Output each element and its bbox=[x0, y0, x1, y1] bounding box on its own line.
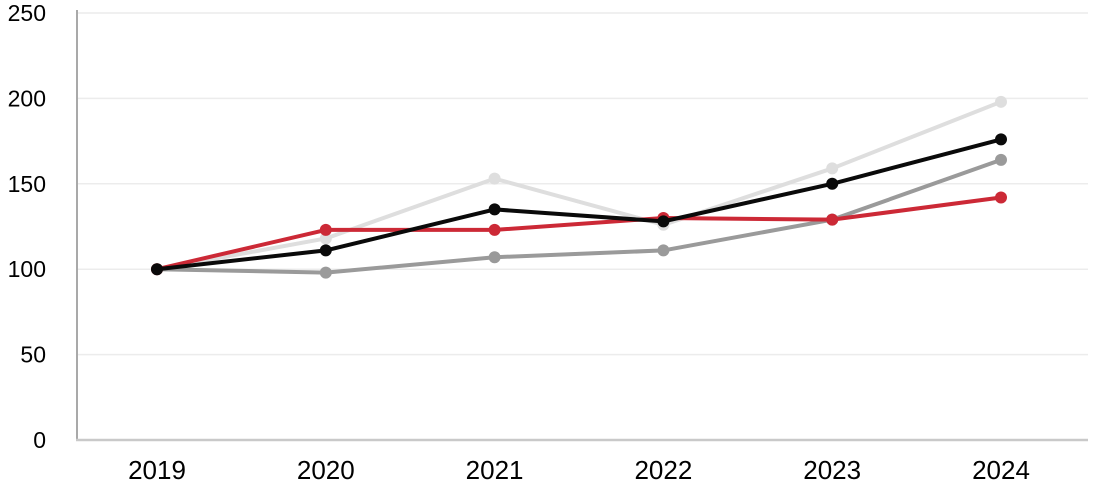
light-gray-series-point-2020 bbox=[319, 232, 332, 245]
black-series-line bbox=[155, 137, 1003, 272]
light-gray-series-point-2021 bbox=[488, 172, 501, 185]
red-series-line bbox=[155, 195, 1003, 272]
x-tick-label: 2022 bbox=[634, 455, 692, 485]
y-tick-label: 250 bbox=[8, 0, 46, 26]
red-series-point-2020 bbox=[319, 223, 332, 236]
black-series-point-2020 bbox=[319, 244, 332, 257]
light-gray-series-point-2023 bbox=[826, 162, 839, 175]
light-gray-series-line bbox=[155, 99, 1003, 272]
light-gray-series-point-2024 bbox=[995, 95, 1007, 108]
black-series-point-2024 bbox=[995, 133, 1007, 146]
black-series-point-2023 bbox=[826, 177, 839, 190]
y-tick-label: 50 bbox=[20, 342, 46, 368]
black-series-point-2021 bbox=[488, 203, 501, 216]
x-tick-label: 2023 bbox=[803, 455, 861, 485]
x-tick-label: 2019 bbox=[128, 455, 186, 485]
gray-series-line bbox=[155, 157, 1003, 275]
x-tick-label: 2020 bbox=[297, 455, 355, 485]
black-series-point-2019 bbox=[151, 263, 163, 276]
y-tick-label: 150 bbox=[8, 171, 46, 197]
gray-series-point-2020 bbox=[319, 266, 332, 279]
red-series-point-2024 bbox=[995, 191, 1007, 204]
y-tick-label: 0 bbox=[33, 427, 46, 453]
red-series-point-2021 bbox=[488, 223, 501, 236]
red-series-point-2023 bbox=[826, 213, 839, 226]
x-tick-label: 2021 bbox=[466, 455, 524, 485]
gray-series-point-2022 bbox=[657, 244, 670, 257]
x-tick-label: 2024 bbox=[972, 455, 1030, 485]
y-tick-label: 200 bbox=[8, 85, 46, 111]
y-tick-label: 100 bbox=[8, 256, 46, 282]
gray-series-point-2024 bbox=[995, 153, 1007, 166]
black-series-point-2022 bbox=[657, 215, 670, 228]
gray-series-point-2021 bbox=[488, 251, 501, 264]
